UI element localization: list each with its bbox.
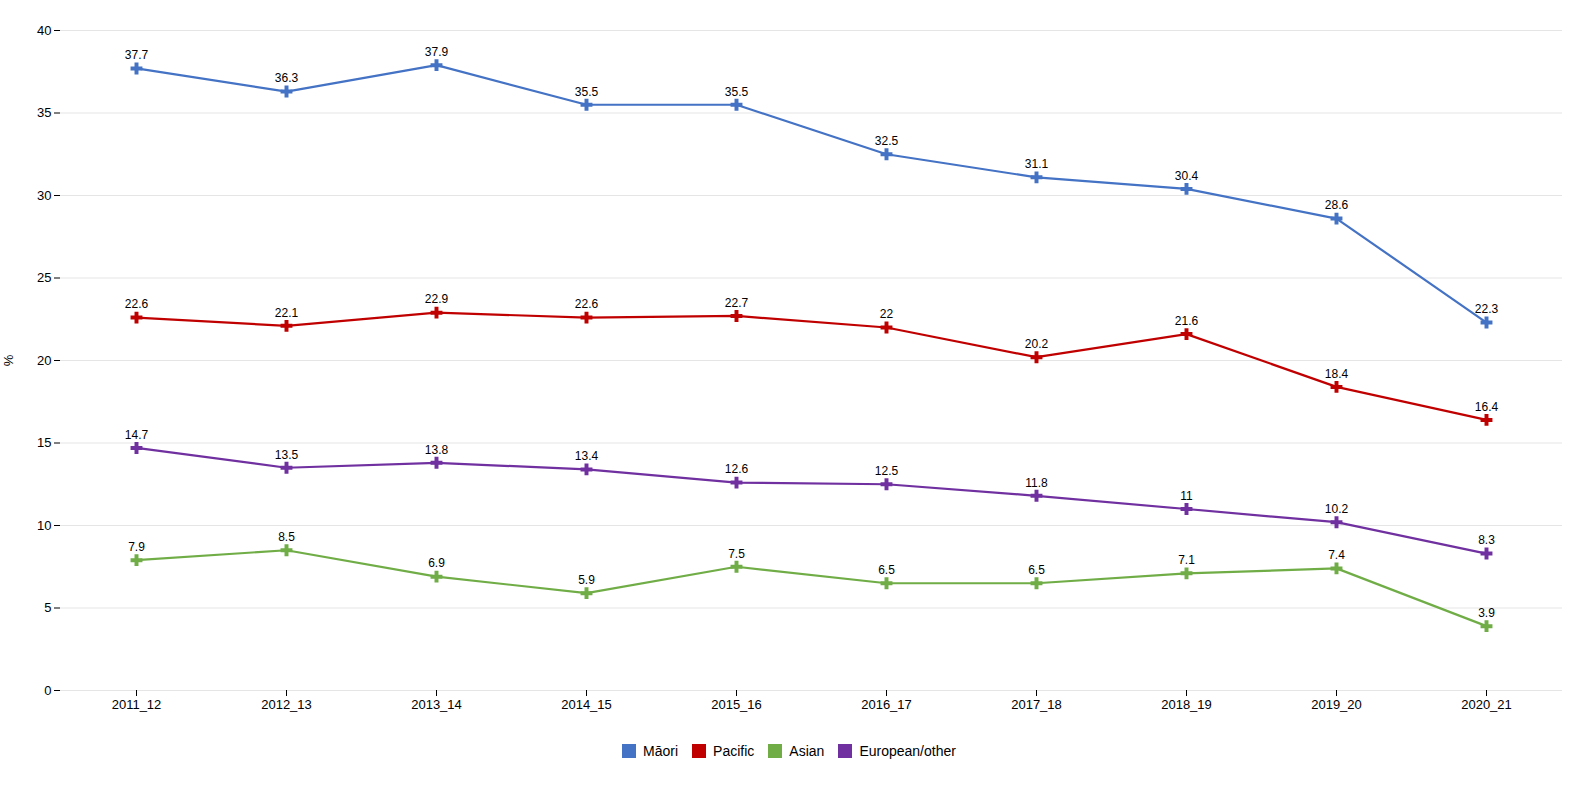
svg-text:2020_21: 2020_21 <box>1461 697 1512 712</box>
html-text:European/other: European/other <box>859 742 956 759</box>
svg-text:%: % <box>1 354 16 366</box>
svg-text:16.4: 16.4 <box>1475 400 1499 414</box>
svg-text:22.1: 22.1 <box>275 306 299 320</box>
svg-text:11: 11 <box>1180 489 1193 503</box>
svg-text:22.9: 22.9 <box>425 292 449 306</box>
html-text:Asian: Asian <box>789 742 825 759</box>
svg-text:6.5: 6.5 <box>878 563 895 577</box>
svg-text:6.5: 6.5 <box>1028 563 1045 577</box>
svg-text:11.8: 11.8 <box>1025 476 1048 490</box>
svg-text:12.6: 12.6 <box>725 462 749 476</box>
svg-text:3.9: 3.9 <box>1478 606 1495 620</box>
svg-text:22: 22 <box>880 307 894 321</box>
svg-text:7.9: 7.9 <box>128 540 145 554</box>
svg-text:37.7: 37.7 <box>125 48 149 62</box>
svg-text:2013_14: 2013_14 <box>411 697 462 712</box>
svg-text:2011_12: 2011_12 <box>112 697 162 712</box>
svg-text:22.6: 22.6 <box>575 297 599 311</box>
svg-text:7.1: 7.1 <box>1178 553 1195 567</box>
svg-text:21.6: 21.6 <box>1175 314 1199 328</box>
svg-text:8.5: 8.5 <box>278 530 295 544</box>
svg-text:7.4: 7.4 <box>1328 548 1345 562</box>
svg-text:13.4: 13.4 <box>575 449 599 463</box>
svg-text:5.9: 5.9 <box>578 573 595 587</box>
svg-text:32.5: 32.5 <box>875 134 899 148</box>
svg-text:2014_15: 2014_15 <box>561 697 612 712</box>
svg-text:13.8: 13.8 <box>425 443 449 457</box>
svg-text:20: 20 <box>37 353 51 368</box>
svg-text:15: 15 <box>37 435 51 450</box>
svg-text:10: 10 <box>37 518 51 533</box>
html-text:Pacific: Pacific <box>713 742 755 759</box>
svg-text:6.9: 6.9 <box>428 556 445 570</box>
svg-text:2016_17: 2016_17 <box>861 697 912 712</box>
svg-text:20.2: 20.2 <box>1025 337 1049 351</box>
svg-text:12.5: 12.5 <box>875 464 899 478</box>
svg-text:5: 5 <box>44 600 51 615</box>
svg-text:2018_19: 2018_19 <box>1161 697 1212 712</box>
svg-text:22.3: 22.3 <box>1475 302 1499 316</box>
svg-text:35.5: 35.5 <box>725 85 749 99</box>
svg-text:14.7: 14.7 <box>125 428 149 442</box>
svg-text:37.9: 37.9 <box>425 45 449 59</box>
svg-text:10.2: 10.2 <box>1325 502 1349 516</box>
svg-text:25: 25 <box>37 270 51 285</box>
html-text:Māori: Māori <box>643 742 679 759</box>
svg-text:7.5: 7.5 <box>728 547 745 561</box>
svg-text:30.4: 30.4 <box>1175 169 1199 183</box>
svg-text:35: 35 <box>37 105 51 120</box>
svg-text:30: 30 <box>37 188 51 203</box>
svg-text:22.6: 22.6 <box>125 297 149 311</box>
svg-text:8.3: 8.3 <box>1478 533 1495 547</box>
svg-text:18.4: 18.4 <box>1325 367 1349 381</box>
svg-text:0: 0 <box>44 683 51 698</box>
svg-text:22.7: 22.7 <box>725 296 749 310</box>
svg-text:40: 40 <box>37 23 51 38</box>
svg-text:2015_16: 2015_16 <box>711 697 762 712</box>
svg-text:13.5: 13.5 <box>275 448 299 462</box>
svg-text:2017_18: 2017_18 <box>1011 697 1062 712</box>
svg-text:31.1: 31.1 <box>1025 157 1049 171</box>
svg-text:35.5: 35.5 <box>575 85 599 99</box>
svg-text:28.6: 28.6 <box>1325 198 1349 212</box>
svg-text:2019_20: 2019_20 <box>1311 697 1362 712</box>
svg-text:2012_13: 2012_13 <box>261 697 312 712</box>
svg-text:36.3: 36.3 <box>275 71 299 85</box>
